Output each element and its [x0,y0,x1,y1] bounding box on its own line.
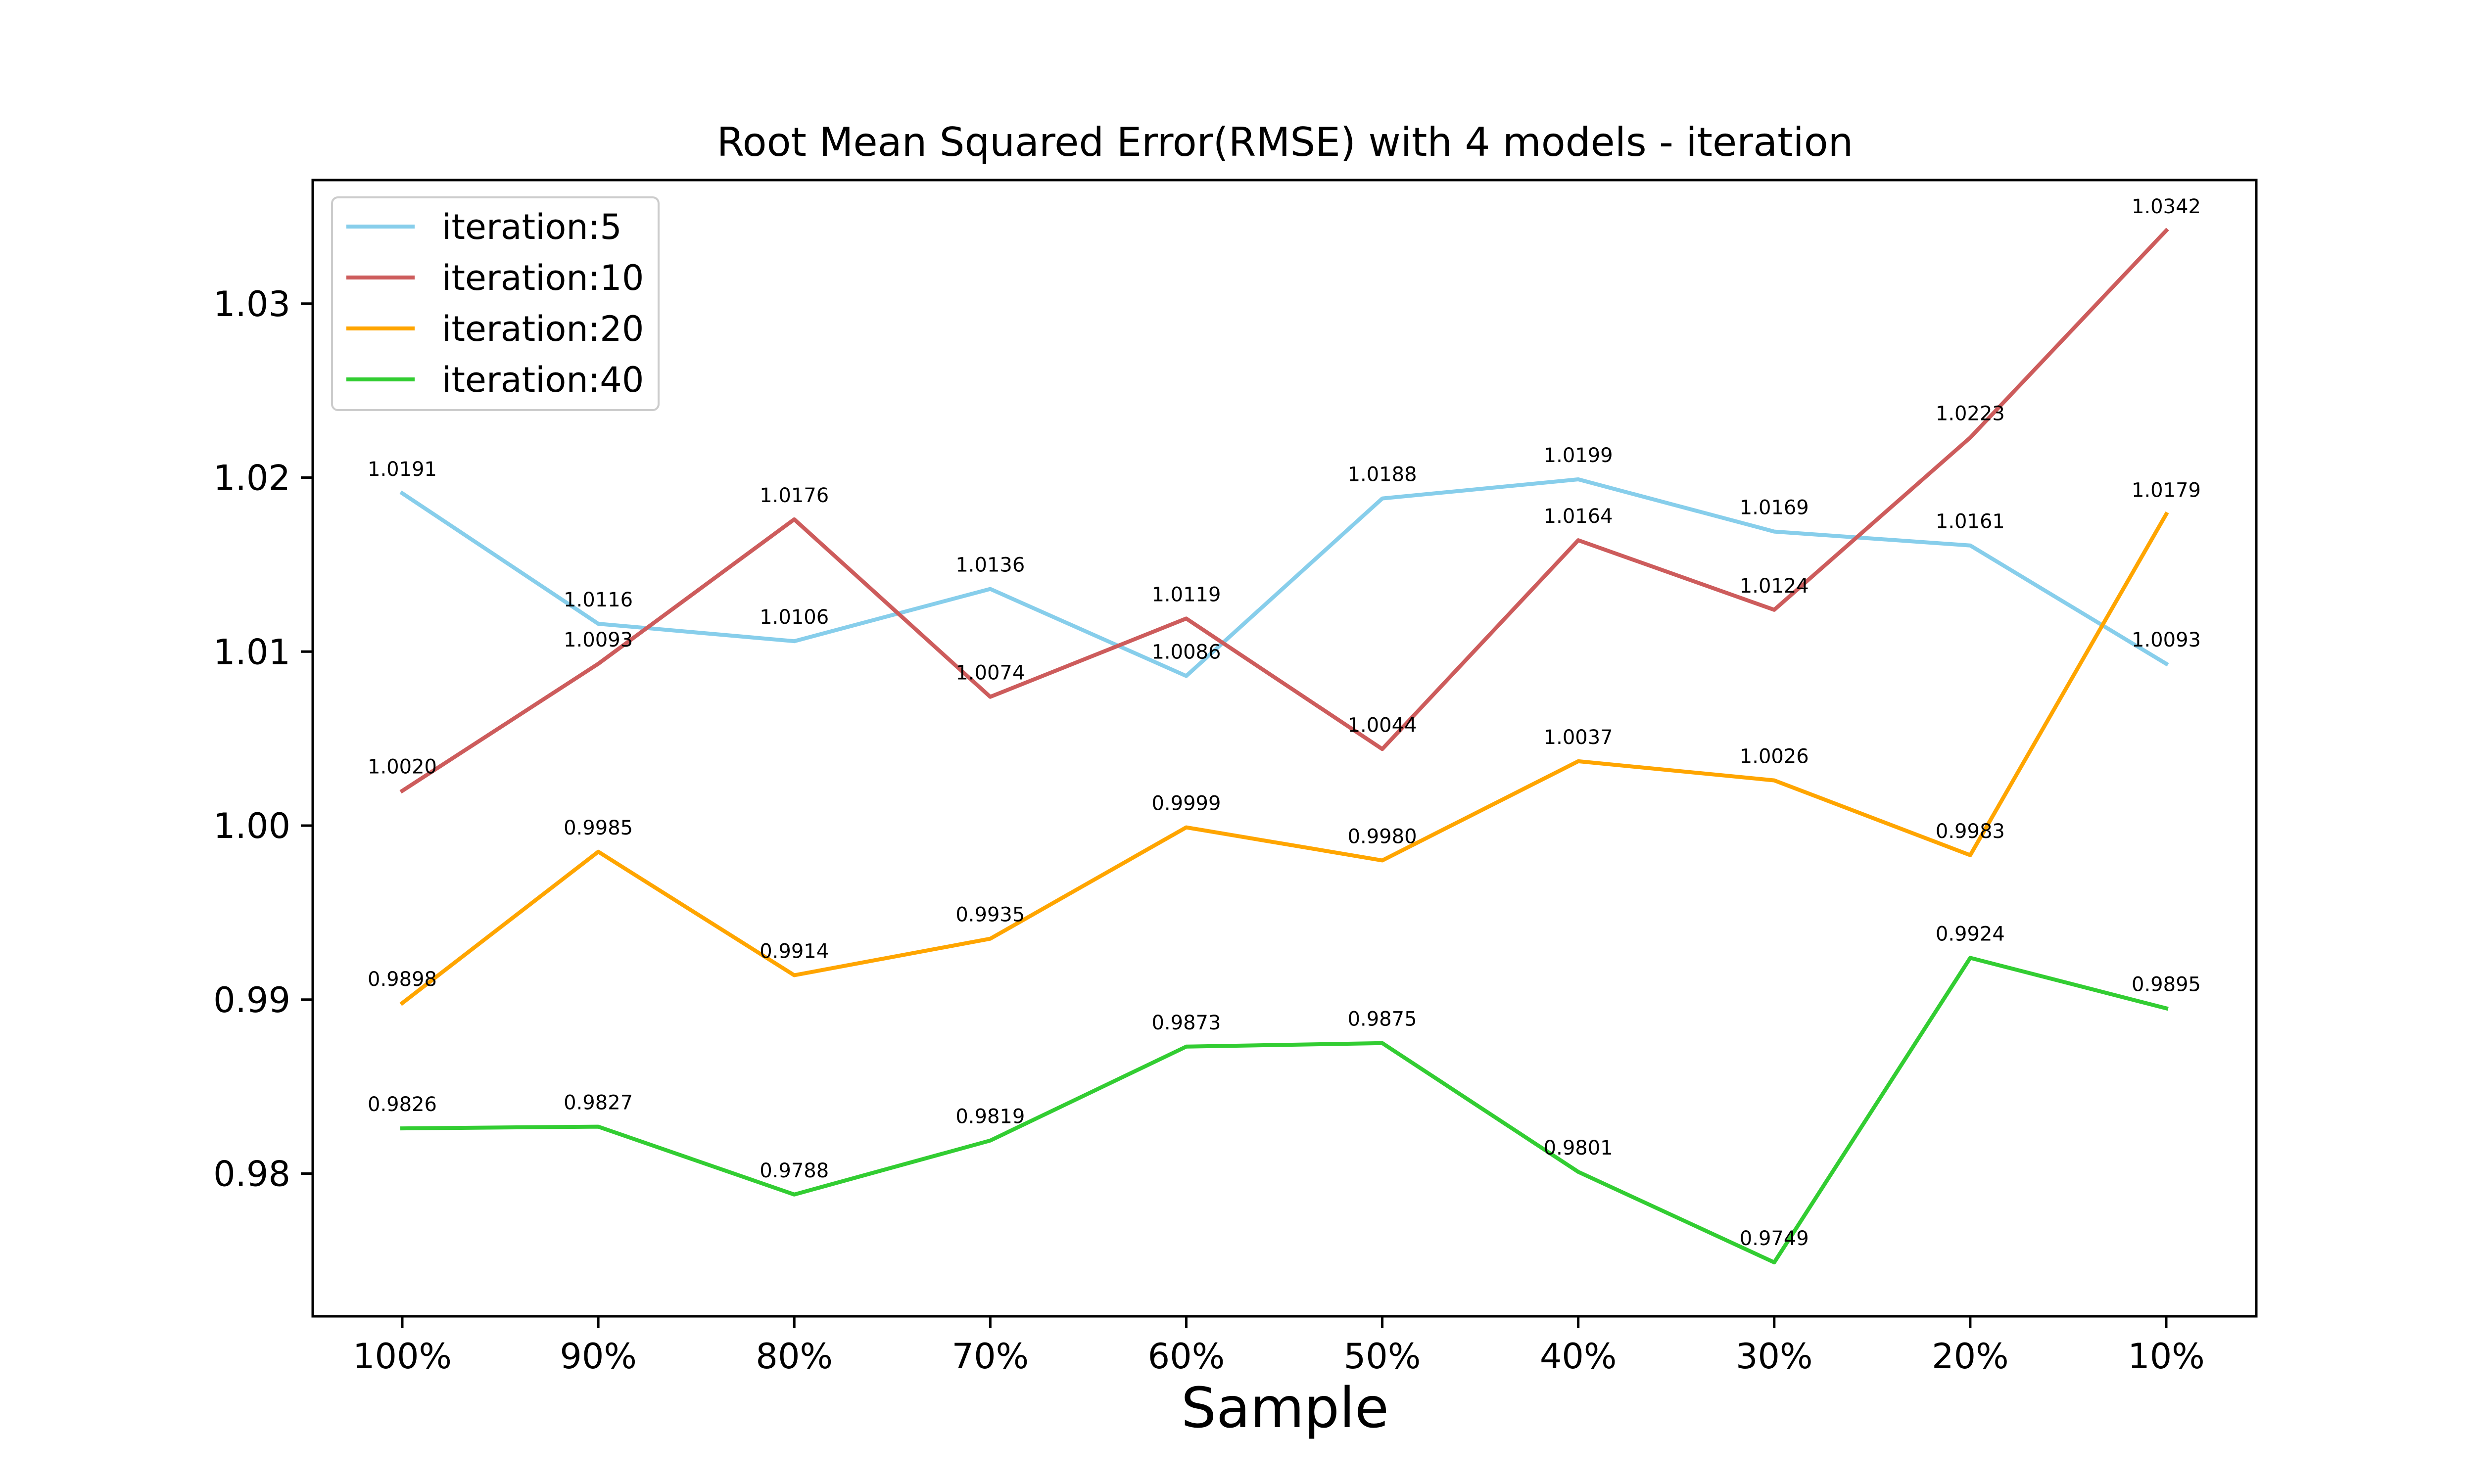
x-tick-label: 100% [353,1336,452,1377]
legend-entry-label[interactable]: iteration:10 [442,258,644,298]
plot-area [311,179,2258,1318]
y-tick-label: 1.02 [213,458,290,499]
data-label: 0.9895 [2132,973,2201,996]
data-label: 1.0044 [1348,714,1417,737]
data-labels: 1.0191 1.0116 1.0106 1.0136 1.0086 1.0188 1.01… [368,195,2201,1250]
data-label: 1.0037 [1544,726,1613,749]
data-label: 1.0093 [2132,629,2201,651]
data-label: 1.0026 [1740,745,1809,768]
data-label: 0.9924 [1936,923,2005,945]
x-tick-label: 20% [1932,1336,2009,1377]
axes: 100% 90% 80% 70% 60% 50% 40% 30% 20% 10%0.980.991… [213,284,2205,1377]
data-label: 1.0106 [760,606,829,629]
chart-title: Root Mean Squared Error(RMSE) with 4 mod… [717,119,1854,165]
data-label: 1.0119 [1151,583,1221,606]
series-line-iteration-5 [399,477,2169,678]
data-label: 1.0086 [1151,641,1221,664]
y-tick-label: 1.01 [213,632,290,672]
legend-entry-label[interactable]: iteration:5 [442,207,622,247]
data-label: 1.0161 [1936,510,2005,533]
data-label: 1.0020 [368,756,437,779]
data-label: 1.0342 [2132,195,2201,218]
data-label: 1.0223 [1936,403,2005,425]
data-label: 1.0074 [955,662,1025,685]
legend[interactable]: iteration:5 iteration:10 iteration:20 itera… [331,196,660,411]
x-tick-label: 70% [952,1336,1029,1377]
y-tick-label: 0.99 [213,980,290,1020]
data-label: 0.9873 [1151,1012,1221,1034]
data-label: 0.9827 [564,1092,633,1114]
series-line-iteration-40 [400,956,2169,1264]
y-tick-label: 1.00 [213,806,290,846]
x-tick-label: 30% [1736,1336,1813,1377]
data-label: 0.9788 [760,1159,829,1182]
data-label: 0.9914 [760,940,829,963]
data-label: 0.9935 [955,904,1025,927]
x-tick-label: 60% [1148,1336,1225,1377]
y-tick-label: 0.98 [213,1154,290,1195]
x-tick-label: 10% [2128,1336,2205,1377]
data-label: 0.9980 [1348,825,1417,848]
data-label: 1.0116 [564,589,633,611]
data-label: 0.9999 [1151,792,1221,815]
legend-entry-label[interactable]: iteration:40 [442,360,644,400]
data-label: 0.9749 [1740,1227,1809,1250]
legend-box [331,196,660,411]
x-axis-label: Sample [1181,1376,1389,1440]
data-label: 0.9983 [1936,820,2005,843]
plot-frame [311,179,2258,1318]
data-label: 1.0179 [2132,479,2201,502]
y-tick-label: 1.03 [213,284,290,325]
data-label: 0.9801 [1544,1137,1613,1159]
data-label: 1.0191 [368,458,437,481]
data-label: 1.0124 [1740,575,1809,598]
data-label: 1.0188 [1348,464,1417,486]
data-label: 0.9826 [368,1093,437,1116]
data-label: 1.0093 [564,629,633,651]
x-tick-label: 40% [1540,1336,1617,1377]
x-tick-label: 50% [1344,1336,1421,1377]
legend-entry-label[interactable]: iteration:20 [442,309,644,349]
data-label: 1.0176 [760,484,829,507]
x-tick-label: 80% [756,1336,833,1377]
data-label: 0.9819 [955,1106,1025,1128]
data-label: 1.0169 [1740,497,1809,519]
series-group [399,228,2169,1264]
x-tick-label: 90% [560,1336,637,1377]
data-label: 1.0164 [1544,505,1613,528]
data-label: 0.9875 [1348,1008,1417,1031]
series-line-iteration-20 [399,511,2169,1006]
series-line-iteration-10 [399,228,2169,794]
data-label: 0.9985 [564,817,633,839]
data-label: 0.9898 [368,968,437,991]
data-label: 1.0136 [955,554,1025,577]
data-label: 1.0199 [1544,444,1613,467]
